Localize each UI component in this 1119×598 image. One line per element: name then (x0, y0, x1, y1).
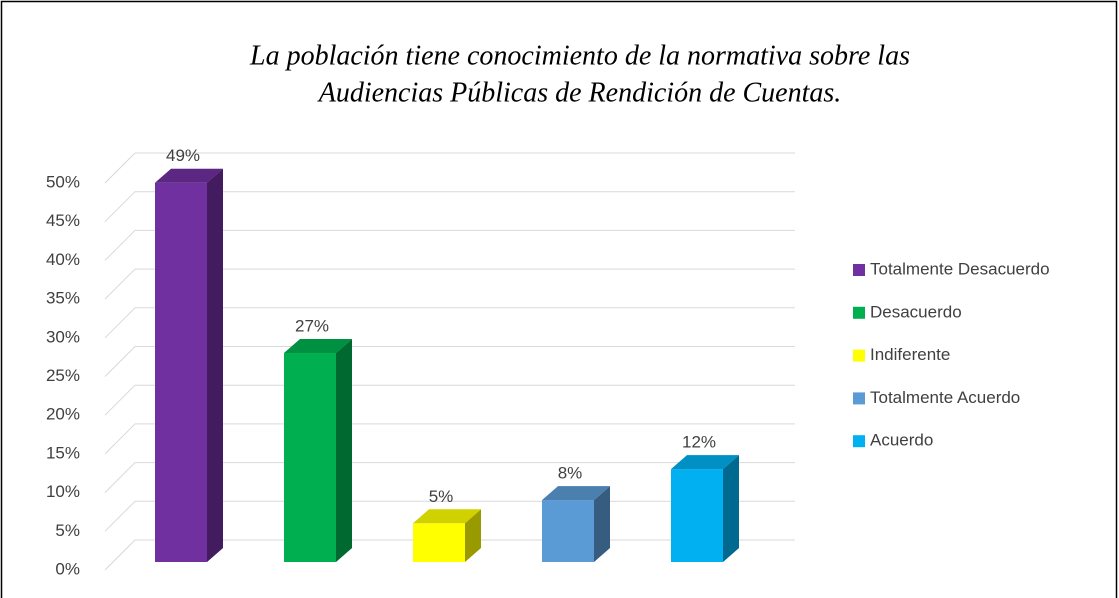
grid-line (104, 191, 795, 223)
y-tick-label: 45% (46, 211, 80, 230)
grid-line (104, 268, 795, 300)
grid-line (104, 229, 795, 261)
bar-side (336, 339, 352, 562)
bar-side (594, 486, 610, 562)
y-tick-label: 50% (46, 172, 80, 191)
bar-top-shade (413, 509, 481, 524)
legend-swatch (853, 264, 865, 276)
y-tick-label: 20% (46, 405, 80, 424)
legend-label: Totalmente Desacuerdo (870, 259, 1050, 278)
legend-label: Totalmente Acuerdo (870, 388, 1020, 407)
bar (413, 523, 465, 562)
chart-subtitle: Audiencias Públicas de Rendición de Cuen… (317, 77, 842, 108)
y-tick-label: 35% (46, 289, 80, 308)
legend-label: Desacuerdo (870, 302, 962, 321)
bar (155, 182, 207, 563)
bar-side-shade (207, 168, 223, 563)
legend-swatch (853, 349, 865, 362)
bar (671, 469, 723, 562)
data-label: 27% (295, 317, 329, 336)
y-tick-label: 5% (55, 521, 80, 540)
bar-side-shade (723, 455, 739, 562)
y-tick-label: 10% (46, 482, 80, 501)
data-label: 49% (166, 146, 200, 165)
bar-top (671, 455, 739, 470)
data-label: 5% (429, 487, 454, 506)
bar-top (542, 486, 610, 501)
y-tick-label: 0% (55, 559, 80, 578)
y-tick-label: 40% (46, 250, 80, 269)
bar-side (465, 509, 481, 562)
grid-line (104, 423, 795, 455)
bar-top-shade (155, 168, 223, 183)
grid-line (104, 384, 795, 416)
legend-swatch (853, 392, 865, 405)
legend-swatch (853, 435, 865, 448)
bar-side-shade (594, 486, 610, 562)
y-tick-label: 15% (46, 443, 80, 462)
grid-line (104, 462, 795, 493)
bar-top-shade (671, 455, 739, 470)
bar-side (723, 455, 739, 562)
chart-title: La población tiene conocimiento de la no… (249, 40, 910, 71)
bar (284, 353, 336, 562)
data-label: 12% (682, 433, 716, 452)
bar (542, 500, 594, 562)
bar-top (155, 168, 223, 183)
bar-side (207, 168, 223, 563)
bar-side-shade (465, 509, 481, 562)
grid-line (104, 346, 795, 377)
bar-top (284, 339, 352, 354)
bar-top-shade (542, 486, 610, 501)
bar-side-shade (336, 339, 352, 562)
grid-line (104, 152, 795, 184)
grid-line (104, 307, 795, 339)
legend-label: Acuerdo (870, 431, 933, 450)
y-tick-label: 25% (46, 366, 80, 385)
y-tick-label: 30% (46, 327, 80, 346)
legend-swatch (853, 306, 865, 319)
data-label: 8% (558, 464, 583, 483)
bar-top (413, 509, 481, 524)
legend-label: Indiferente (870, 345, 950, 364)
bar-top-shade (284, 339, 352, 354)
